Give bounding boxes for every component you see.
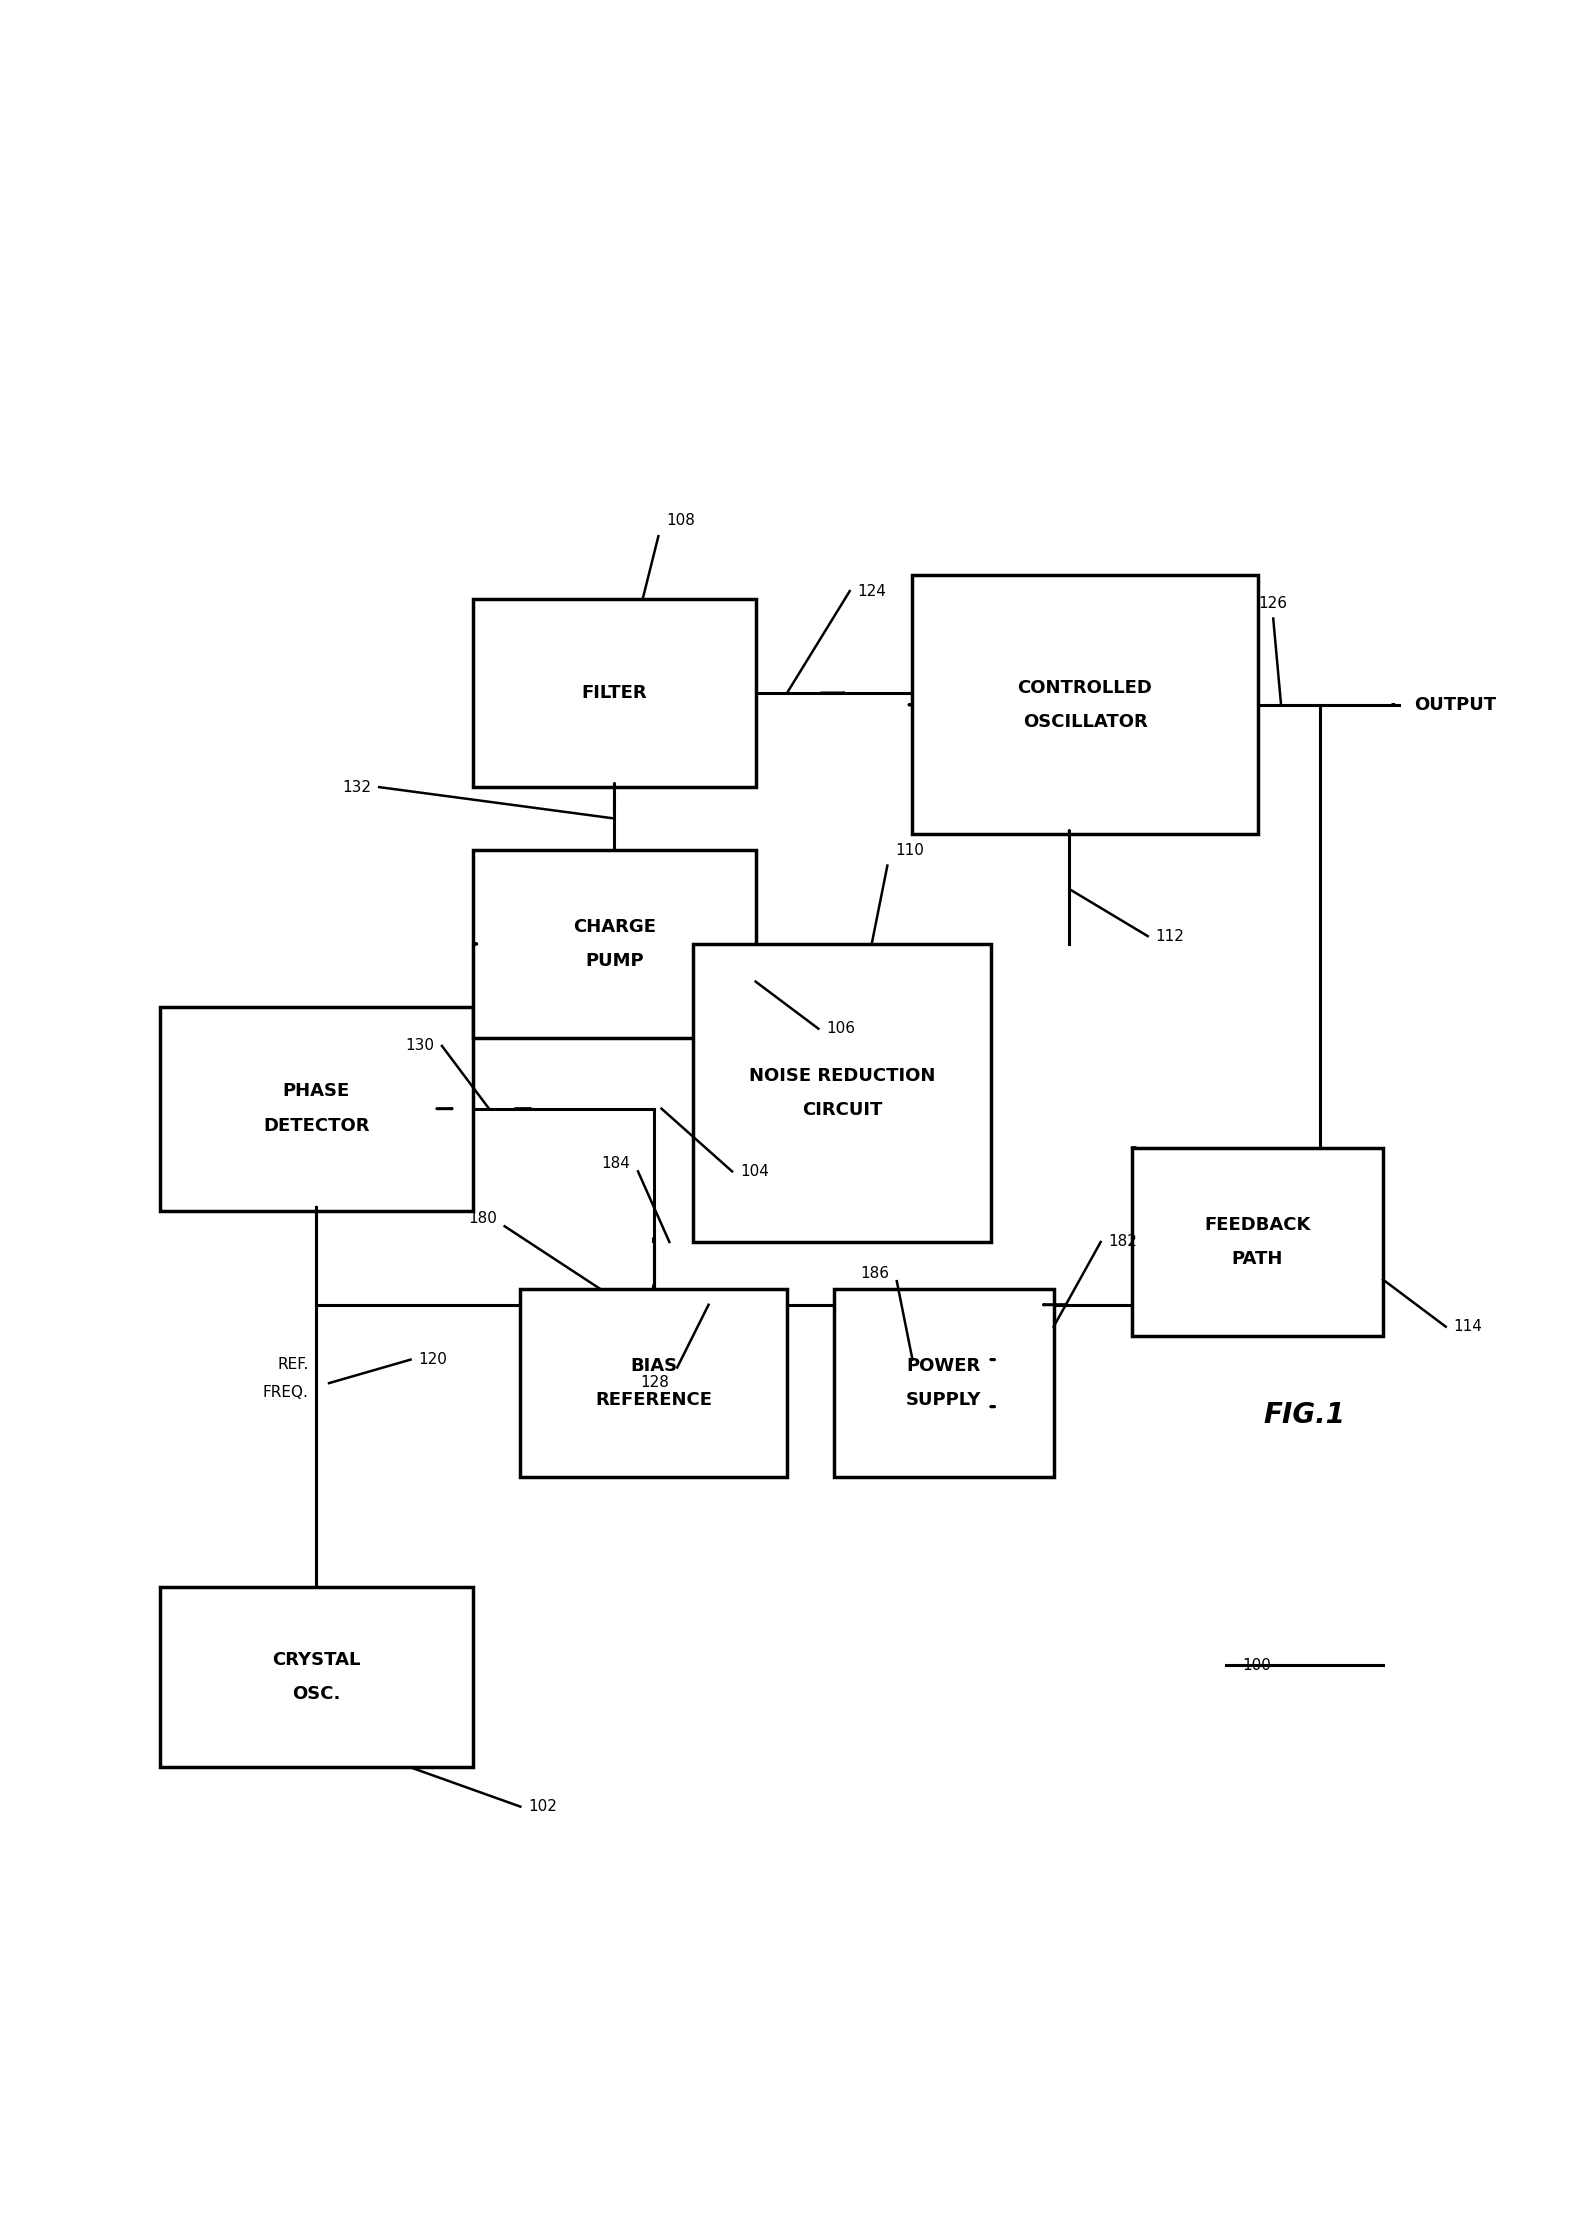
Text: CHARGE: CHARGE bbox=[573, 918, 656, 936]
Text: 128: 128 bbox=[641, 1376, 669, 1391]
Text: 104: 104 bbox=[740, 1163, 768, 1179]
Text: SUPPLY: SUPPLY bbox=[907, 1391, 982, 1409]
Bar bbox=[474, 598, 756, 786]
Text: DETECTOR: DETECTOR bbox=[263, 1116, 370, 1134]
Text: 132: 132 bbox=[343, 779, 371, 795]
Text: BIAS: BIAS bbox=[630, 1358, 677, 1376]
Text: 114: 114 bbox=[1453, 1320, 1483, 1333]
Text: 130: 130 bbox=[405, 1038, 434, 1054]
Text: OUTPUT: OUTPUT bbox=[1415, 697, 1497, 715]
Text: PHASE: PHASE bbox=[283, 1083, 349, 1101]
Bar bbox=[913, 576, 1258, 835]
Text: 180: 180 bbox=[467, 1210, 497, 1226]
Bar bbox=[159, 1007, 474, 1210]
Bar bbox=[834, 1288, 1053, 1478]
Text: 108: 108 bbox=[666, 514, 696, 529]
Bar bbox=[693, 945, 992, 1242]
Text: 182: 182 bbox=[1108, 1235, 1138, 1250]
Text: FIG.1: FIG.1 bbox=[1264, 1400, 1346, 1429]
Text: 120: 120 bbox=[419, 1353, 447, 1367]
Text: PUMP: PUMP bbox=[586, 951, 644, 969]
Text: POWER: POWER bbox=[907, 1358, 981, 1376]
Text: 102: 102 bbox=[529, 1800, 557, 1813]
Text: REF.: REF. bbox=[277, 1358, 309, 1371]
Text: PATH: PATH bbox=[1232, 1250, 1283, 1268]
Text: CIRCUIT: CIRCUIT bbox=[801, 1101, 881, 1119]
Text: NOISE REDUCTION: NOISE REDUCTION bbox=[749, 1067, 935, 1085]
Text: 100: 100 bbox=[1242, 1657, 1270, 1673]
Text: CRYSTAL: CRYSTAL bbox=[272, 1650, 360, 1668]
Text: 112: 112 bbox=[1155, 929, 1185, 945]
Text: 184: 184 bbox=[601, 1157, 630, 1170]
Text: 126: 126 bbox=[1259, 596, 1288, 610]
Text: CONTROLLED: CONTROLLED bbox=[1017, 679, 1152, 697]
Text: 124: 124 bbox=[858, 583, 886, 598]
Text: FEEDBACK: FEEDBACK bbox=[1204, 1215, 1311, 1233]
Text: FILTER: FILTER bbox=[582, 683, 647, 701]
Text: REFERENCE: REFERENCE bbox=[595, 1391, 711, 1409]
Text: 186: 186 bbox=[859, 1266, 889, 1282]
Text: FREQ.: FREQ. bbox=[263, 1384, 309, 1400]
Bar bbox=[521, 1288, 787, 1478]
Bar bbox=[1132, 1148, 1384, 1335]
Bar bbox=[159, 1588, 474, 1766]
Text: 106: 106 bbox=[826, 1020, 855, 1036]
Text: OSC.: OSC. bbox=[293, 1686, 340, 1704]
Bar bbox=[474, 851, 756, 1038]
Text: 110: 110 bbox=[896, 842, 924, 857]
Text: OSCILLATOR: OSCILLATOR bbox=[1023, 712, 1147, 730]
